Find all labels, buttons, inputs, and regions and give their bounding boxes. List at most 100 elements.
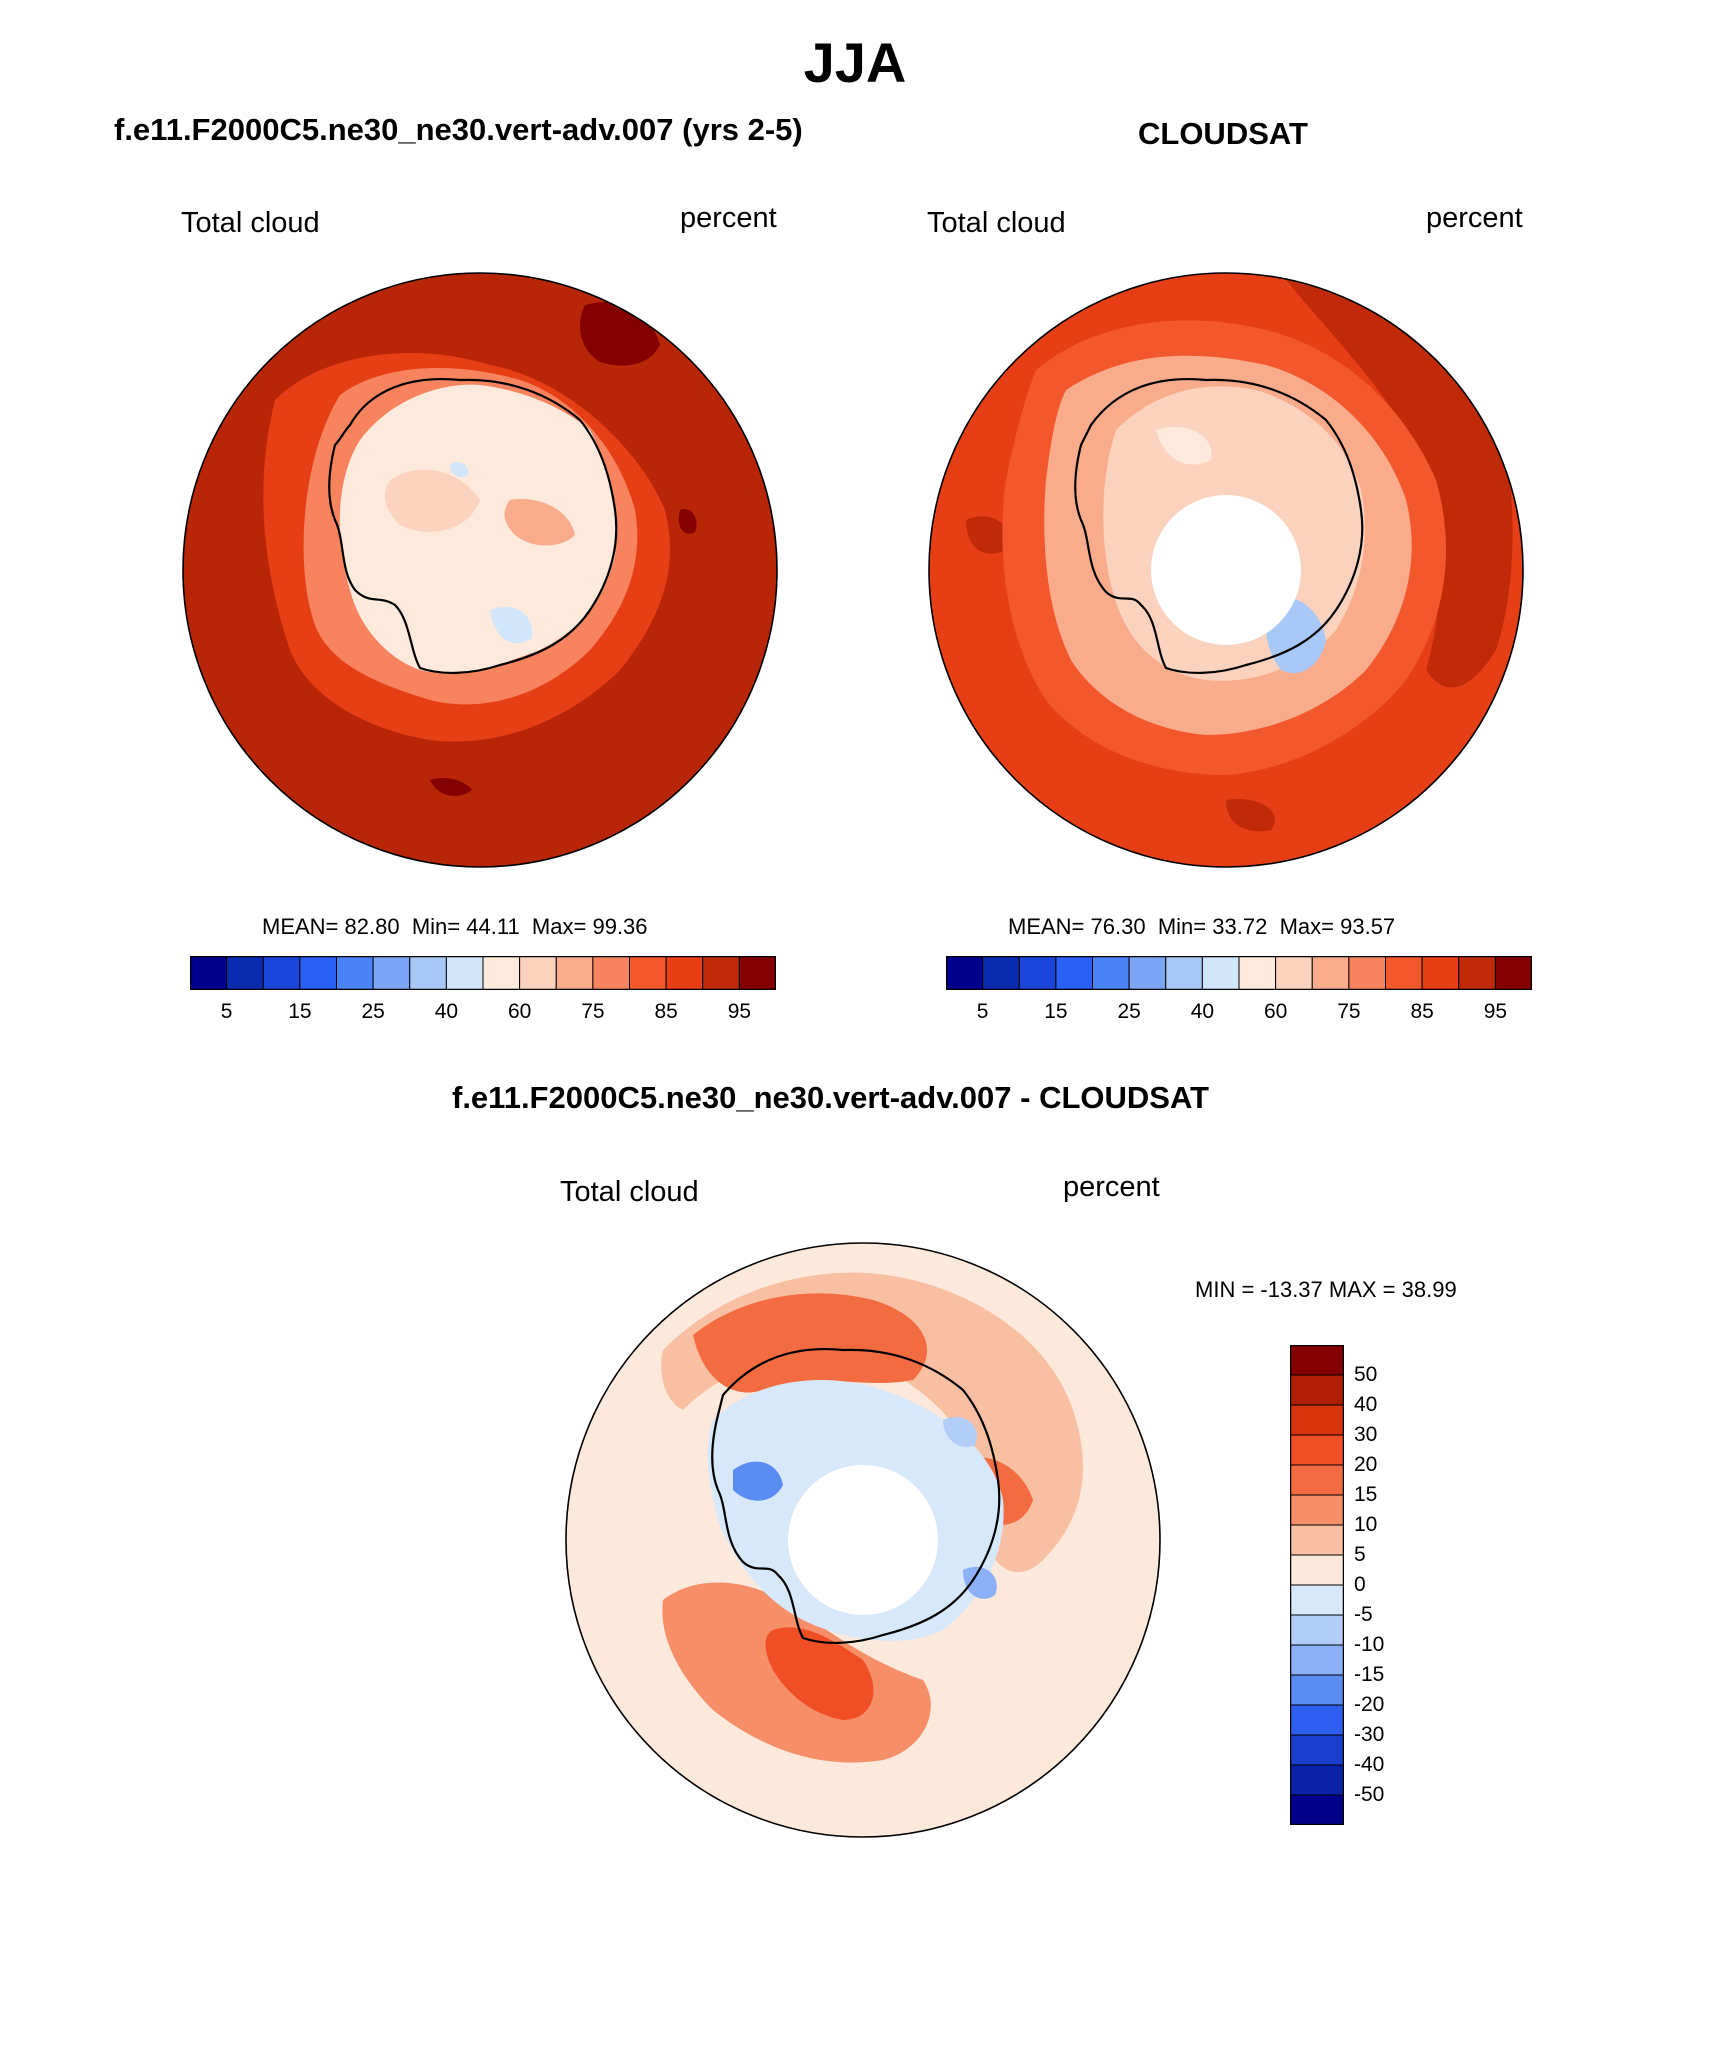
model-colorbar-box <box>592 956 630 990</box>
diff-colorbar-box <box>1290 1794 1344 1825</box>
model-interior-band <box>384 469 480 532</box>
diff-colorbar-tick-label: 30 <box>1354 1423 1378 1446</box>
model-max-label: Max= <box>531 914 587 939</box>
model-colorbar-tick-label: 40 <box>434 1000 459 1023</box>
model-colorbar-frame <box>190 956 776 990</box>
obs-mean-label: MEAN= <box>1008 914 1085 939</box>
obs-colorbar-tick-label: 60 <box>1263 1000 1288 1023</box>
diff-colorbar-tick-label: 5 <box>1354 1543 1366 1566</box>
diff-coastline <box>711 1348 1001 1644</box>
model-colorbar-box <box>555 956 594 990</box>
model-colorbar-box <box>372 956 411 990</box>
obs-map <box>928 272 1524 868</box>
diff-colorbar-box <box>1290 1554 1344 1586</box>
obs-colorbar-tick-label: 85 <box>1410 1000 1434 1023</box>
diff-colorbar-tick-label: -20 <box>1354 1693 1385 1716</box>
obs-stats: MEAN= 76.30 Min= 33.72 Max= 93.57 <box>1008 914 1395 940</box>
model-colorbar-tick-label: 25 <box>361 1000 385 1023</box>
diff-map-boundary <box>565 1242 1161 1838</box>
model-colorbar-box <box>226 956 264 990</box>
obs-min-value: 33.72 <box>1212 914 1268 939</box>
diff-colorbar-tick-label: -15 <box>1354 1663 1385 1686</box>
model-map <box>182 272 778 868</box>
obs-colorbar-tick-label: 15 <box>1044 1000 1068 1023</box>
model-stats: MEAN= 82.80 Min= 44.11 Max= 99.36 <box>262 914 648 940</box>
diff-colorbar-box <box>1290 1404 1344 1436</box>
diff-map <box>565 1242 1161 1838</box>
diff-positive-band <box>765 1627 874 1720</box>
obs-ocean-band <box>1226 799 1275 832</box>
diff-colorbar-box <box>1290 1704 1344 1736</box>
model-colorbar-ticks: 5 15 25 40 60 75 85 95 <box>190 1000 776 1030</box>
model-colorbar-box <box>738 956 776 990</box>
obs-colorbar-box <box>982 956 1020 990</box>
obs-mean-value: 76.30 <box>1090 914 1146 939</box>
diff-colorbar-tick-label: -5 <box>1354 1603 1373 1626</box>
diff-panel-title: f.e11.F2000C5.ne30_ne30.vert-adv.007 - C… <box>452 1080 1209 1115</box>
model-mean-label: MEAN= <box>262 914 339 939</box>
obs-ocean-band <box>966 516 1008 554</box>
obs-units-label: percent <box>1426 202 1523 234</box>
diff-colorbar-box <box>1290 1734 1344 1766</box>
diff-colorbar-box <box>1290 1374 1344 1406</box>
model-colorbar-box <box>519 956 557 990</box>
obs-colorbar-ticks: 5 15 25 40 60 75 85 95 <box>946 1000 1532 1030</box>
obs-colorbar-tick-label: 40 <box>1190 1000 1215 1023</box>
obs-map-boundary <box>928 272 1524 868</box>
obs-colorbar-box <box>1092 956 1130 990</box>
model-colorbar-box <box>190 956 228 990</box>
model-max-value: 99.36 <box>592 914 648 939</box>
model-min-value: 44.11 <box>466 914 520 939</box>
model-ice-sheet-interior <box>339 384 617 674</box>
diff-colorbar-ticks: 50 40 30 20 15 10 5 0 -5 -10 -15 -20 -30 -40 -50 <box>1350 1345 1430 1825</box>
diff-pole-hole <box>788 1465 938 1615</box>
model-colorbar-box <box>702 956 740 990</box>
obs-colorbar-box <box>1385 956 1423 990</box>
diff-colorbar-tick-label: -50 <box>1354 1783 1385 1806</box>
model-colorbar-tick-label: 75 <box>581 1000 605 1023</box>
diff-interior-minima <box>943 1416 977 1448</box>
model-units-label: percent <box>680 202 777 234</box>
obs-colorbar-box <box>1165 956 1203 990</box>
model-mean-value: 82.80 <box>344 914 400 939</box>
diff-units-label: percent <box>1063 1171 1160 1203</box>
model-maxima-patch <box>678 509 697 534</box>
diff-colorbar-tick-label: 15 <box>1354 1483 1378 1506</box>
diff-colorbar-frame <box>1290 1345 1344 1825</box>
obs-colorbar-box <box>1128 956 1167 990</box>
model-colorbar-box <box>629 956 667 990</box>
obs-colorbar-box <box>1348 956 1386 990</box>
obs-panel-title: CLOUDSAT <box>1138 116 1308 151</box>
obs-colorbar-box <box>1311 956 1350 990</box>
obs-colorbar-frame <box>946 956 1532 990</box>
model-colorbar-box <box>665 956 704 990</box>
diff-colorbar-box <box>1290 1674 1344 1706</box>
model-colorbar-box <box>445 956 484 990</box>
obs-colorbar-tick-label: 75 <box>1337 1000 1361 1023</box>
obs-min-label: Min= <box>1157 914 1207 939</box>
model-colorbar-box <box>299 956 337 990</box>
model-coastline <box>328 378 618 674</box>
diff-colorbar-box <box>1290 1524 1344 1556</box>
model-colorbar-box <box>409 956 447 990</box>
diff-colorbar-tick-label: -40 <box>1354 1753 1385 1776</box>
diff-colorbar-box <box>1290 1584 1344 1616</box>
diff-colorbar-tick-label: 50 <box>1354 1363 1378 1386</box>
obs-colorbar <box>946 956 1532 990</box>
model-map-boundary <box>182 272 778 868</box>
diff-colorbar-tick-label: 40 <box>1354 1393 1378 1416</box>
obs-max-value: 93.57 <box>1340 914 1396 939</box>
obs-colorbar-box <box>1458 956 1496 990</box>
diff-colorbar-box <box>1290 1644 1344 1676</box>
obs-coastline <box>1074 378 1364 674</box>
model-colorbar-tick-label: 60 <box>507 1000 532 1023</box>
obs-colorbar-tick-label: 5 <box>976 1000 989 1023</box>
model-colorbar-tick-label: 5 <box>220 1000 233 1023</box>
diff-positive-band <box>693 1293 928 1393</box>
diff-interior-minima <box>733 1461 783 1501</box>
model-variable-label: Total cloud <box>181 207 320 239</box>
obs-max-label: Max= <box>1279 914 1334 939</box>
diff-colorbar-box <box>1290 1494 1344 1526</box>
figure-title: JJA <box>803 31 907 94</box>
obs-colorbar-box <box>1018 956 1057 990</box>
